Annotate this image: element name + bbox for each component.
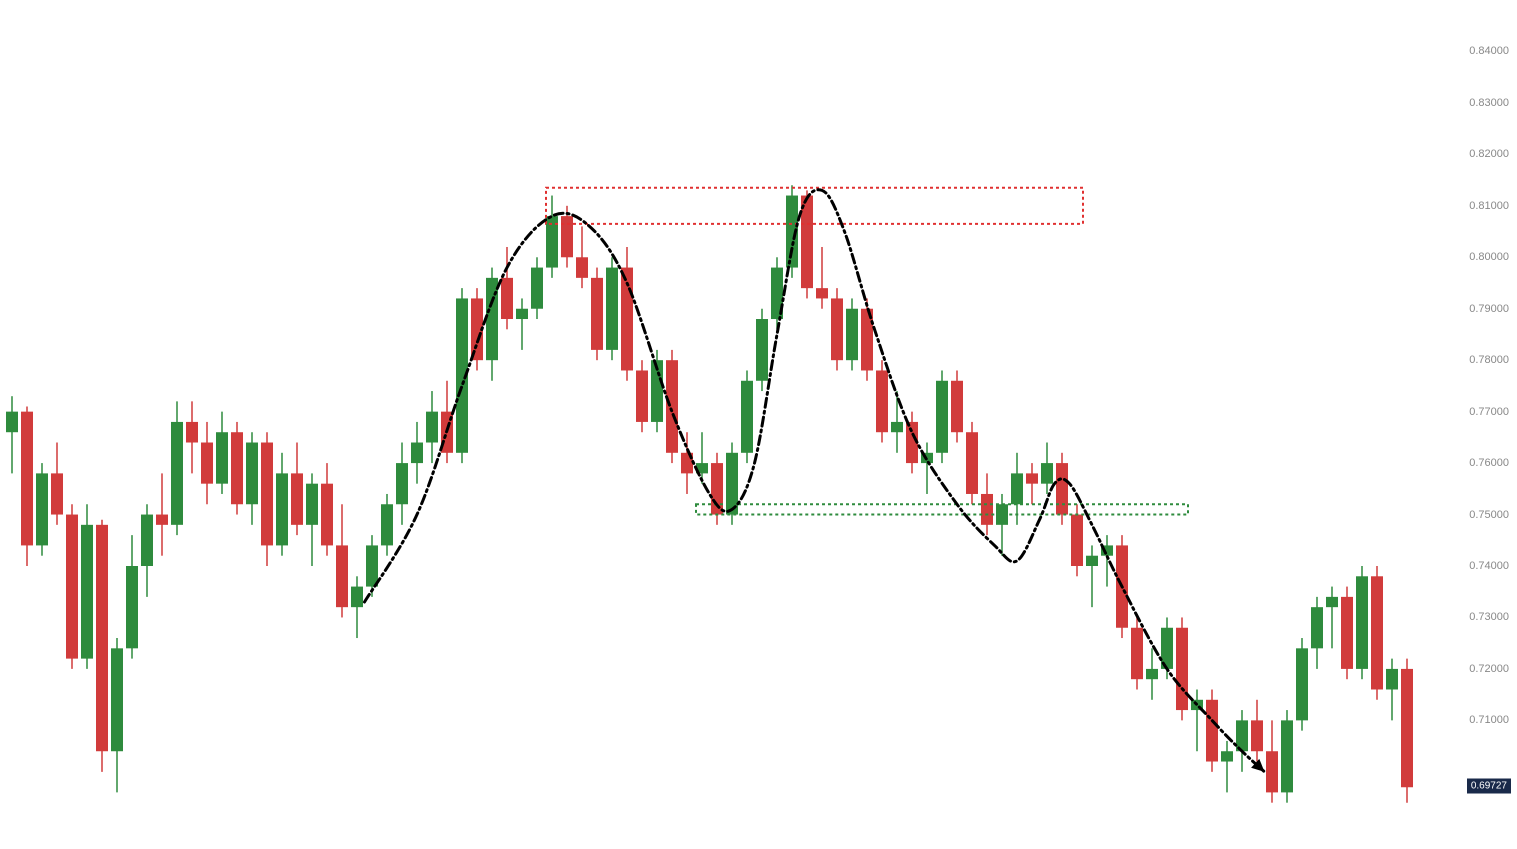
- y-tick-label: 0.73000: [1469, 611, 1509, 623]
- y-tick-label: 0.79000: [1469, 303, 1509, 315]
- y-tick-label: 0.76000: [1469, 457, 1509, 469]
- y-tick-label: 0.75000: [1469, 509, 1509, 521]
- chart-svg: [0, 0, 1517, 849]
- y-tick-label: 0.78000: [1469, 354, 1509, 366]
- y-tick-label: 0.72000: [1469, 663, 1509, 675]
- y-tick-label: 0.71000: [1469, 714, 1509, 726]
- y-tick-label: 0.81000: [1469, 200, 1509, 212]
- current-price-value: 0.69727: [1471, 780, 1507, 791]
- current-price-badge: 0.69727: [1467, 778, 1511, 793]
- y-tick-label: 0.77000: [1469, 406, 1509, 418]
- y-tick-label: 0.83000: [1469, 97, 1509, 109]
- y-tick-label: 0.74000: [1469, 560, 1509, 572]
- y-tick-label: 0.84000: [1469, 45, 1509, 57]
- y-tick-label: 0.80000: [1469, 251, 1509, 263]
- y-tick-label: 0.82000: [1469, 148, 1509, 160]
- candlestick-chart[interactable]: 0.71000 0.72000 0.73000 0.74000 0.75000 0.760…: [0, 0, 1517, 849]
